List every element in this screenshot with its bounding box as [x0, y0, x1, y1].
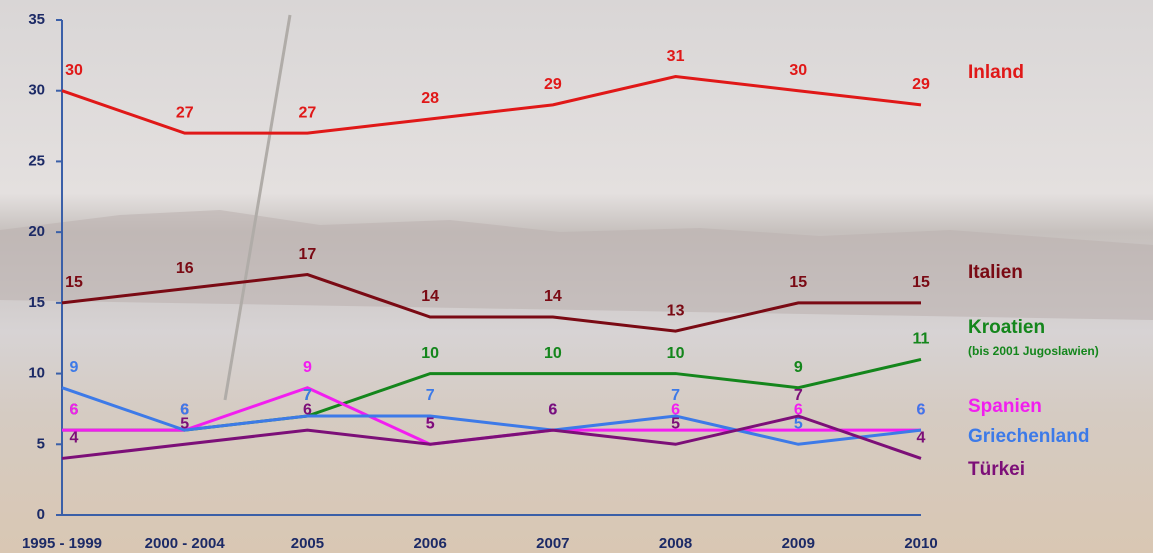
data-label: 10	[667, 345, 685, 362]
data-label: 5	[794, 416, 803, 433]
x-tick-label: 2008	[659, 535, 692, 552]
data-label: 5	[180, 416, 189, 433]
data-label: 6	[70, 401, 79, 418]
data-label: 6	[794, 401, 803, 418]
legend-label: Spanien	[968, 396, 1042, 417]
legend-label: Inland	[968, 62, 1024, 83]
data-label: 6	[548, 401, 557, 418]
y-tick-label: 0	[37, 506, 45, 523]
data-label: 6	[180, 401, 189, 418]
data-label: 30	[789, 62, 807, 79]
data-label: 30	[65, 62, 83, 79]
data-label: 6	[180, 401, 189, 418]
data-label: 14	[544, 288, 562, 305]
data-label: 9	[70, 359, 79, 376]
data-label: 29	[912, 76, 930, 93]
data-label: 14	[421, 288, 439, 305]
x-tick-label: 1995 - 1999	[22, 535, 102, 552]
data-label: 7	[303, 387, 312, 404]
mountains	[0, 210, 1153, 320]
data-label: 6	[917, 401, 926, 418]
y-tick-label: 10	[28, 365, 45, 382]
series-line	[61, 414, 922, 460]
legend-label: Griechenland	[968, 426, 1089, 447]
data-label: 6	[671, 401, 680, 418]
y-tick-label: 20	[28, 223, 45, 240]
data-label: 4	[70, 430, 79, 447]
data-label: 10	[421, 345, 439, 362]
data-label: 15	[65, 274, 83, 291]
x-tick-label: 2005	[291, 535, 324, 552]
data-label: 7	[426, 387, 435, 404]
series-line	[61, 386, 922, 446]
y-tick-label: 5	[37, 435, 45, 452]
data-label: 7	[303, 387, 312, 404]
data-label: 10	[544, 345, 562, 362]
data-label: 6	[548, 401, 557, 418]
y-tick-label: 15	[28, 294, 45, 311]
data-label: 6	[548, 401, 557, 418]
x-tick-label: 2009	[782, 535, 815, 552]
data-label: 9	[303, 359, 312, 376]
series-line	[61, 273, 921, 333]
data-label: 28	[421, 90, 439, 107]
data-label: 29	[544, 76, 562, 93]
data-label: 6	[303, 401, 312, 418]
data-label: 6	[917, 401, 926, 418]
x-tick-label: 2007	[536, 535, 569, 552]
data-label: 7	[671, 387, 680, 404]
legend-label: Italien	[968, 262, 1023, 283]
data-label: 4	[917, 430, 926, 447]
data-label: 5	[671, 416, 680, 433]
data-label: 27	[176, 104, 194, 121]
y-tick-label: 30	[28, 82, 45, 99]
data-label: 11	[913, 331, 930, 348]
x-tick-label: 2010	[904, 535, 937, 552]
data-label: 17	[299, 246, 317, 263]
x-tick-label: 2006	[413, 535, 446, 552]
data-label: 6	[70, 401, 79, 418]
data-label: 13	[667, 302, 685, 319]
x-tick-label: 2000 - 2004	[145, 535, 226, 552]
data-label: 7	[794, 387, 803, 404]
y-tick-label: 35	[28, 11, 45, 28]
data-label: 16	[176, 260, 194, 277]
legend-label: Türkei	[968, 459, 1025, 480]
data-label: 6	[180, 401, 189, 418]
y-tick-label: 25	[28, 152, 45, 169]
series-line	[61, 75, 922, 135]
legend-label: Kroatien	[968, 317, 1045, 338]
legend-note: (bis 2001 Jugoslawien)	[968, 344, 1099, 358]
data-label: 15	[912, 274, 930, 291]
mast	[223, 14, 292, 401]
data-label: 5	[426, 416, 435, 433]
data-label: 9	[794, 359, 803, 376]
data-label: 5	[426, 416, 435, 433]
data-label: 15	[789, 274, 807, 291]
data-label: 31	[667, 48, 685, 65]
data-label: 27	[299, 104, 317, 121]
